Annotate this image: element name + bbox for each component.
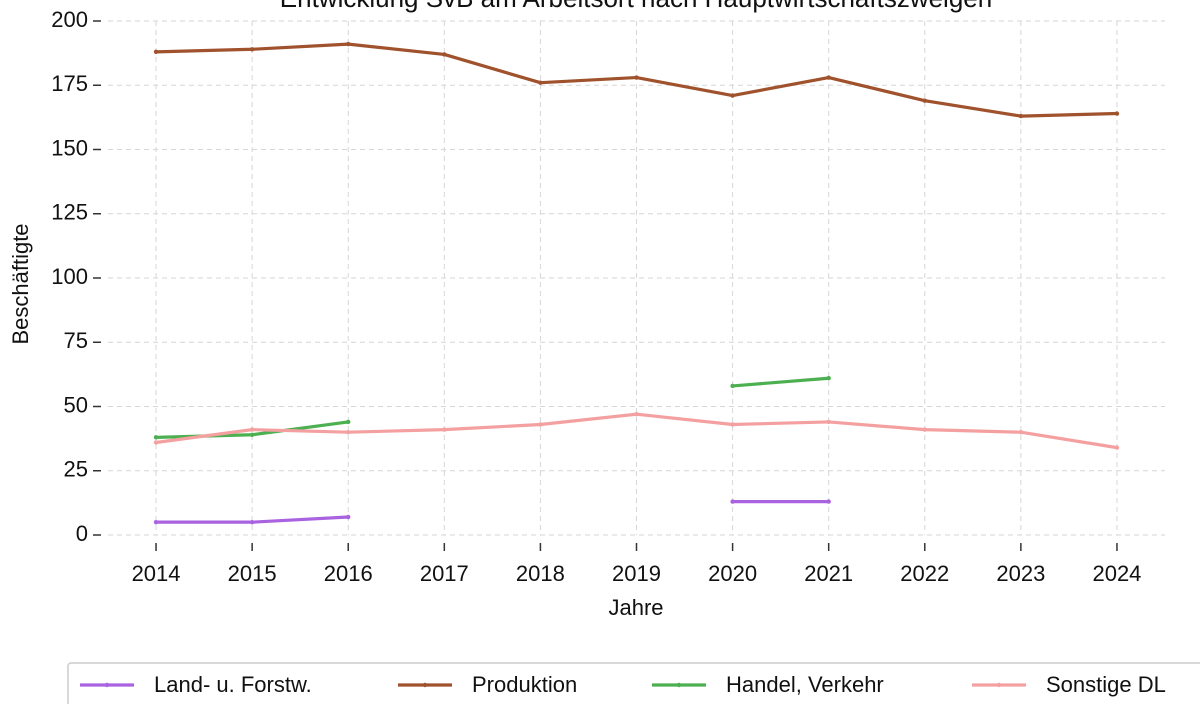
- x-tick-label: 2018: [516, 561, 565, 586]
- series-line: [156, 499, 829, 524]
- point: [442, 427, 447, 432]
- legend-swatch-dot: [104, 682, 110, 688]
- point: [634, 412, 639, 417]
- legend-label: Sonstige DL: [1046, 672, 1166, 697]
- point: [538, 422, 543, 427]
- x-tick-label: 2023: [996, 561, 1045, 586]
- point: [826, 75, 831, 80]
- y-tick-label: 125: [51, 200, 88, 225]
- point: [249, 47, 255, 52]
- point: [442, 52, 447, 57]
- legend-swatch-dot: [422, 682, 428, 688]
- point: [1018, 113, 1024, 119]
- legend-label: Handel, Verkehr: [726, 672, 884, 697]
- point: [153, 49, 159, 55]
- point: [1114, 445, 1120, 450]
- x-tick-label: 2017: [420, 561, 469, 586]
- point: [922, 98, 927, 103]
- y-tick-label: 75: [64, 328, 88, 353]
- chart-title: Entwicklung SvB am Arbeitsort nach Haupt…: [280, 0, 992, 13]
- point: [249, 432, 255, 437]
- point: [346, 419, 351, 425]
- point: [826, 419, 831, 425]
- legend-box: [67, 662, 1200, 704]
- x-axis-label: Jahre: [608, 595, 663, 620]
- point: [730, 422, 735, 427]
- point: [153, 435, 159, 440]
- point: [346, 514, 351, 520]
- x-tick-label: 2016: [324, 561, 373, 586]
- legend-label: Land- u. Forstw.: [154, 672, 312, 697]
- y-tick-label: 200: [51, 7, 88, 32]
- point: [1114, 111, 1120, 116]
- x-tick-label: 2022: [900, 561, 949, 586]
- x-tick-label: 2014: [132, 561, 181, 586]
- point: [346, 41, 351, 47]
- x-tick-label: 2015: [228, 561, 277, 586]
- point: [730, 383, 735, 389]
- point: [249, 519, 255, 525]
- legend-swatch-dot: [996, 682, 1002, 688]
- point: [1018, 430, 1024, 435]
- legend-label: Produktion: [472, 672, 577, 697]
- point: [249, 427, 255, 432]
- point: [922, 427, 927, 432]
- y-tick-label: 50: [64, 392, 88, 417]
- x-tick-label: 2021: [804, 561, 853, 586]
- point: [346, 430, 351, 435]
- y-tick-label: 25: [64, 457, 88, 482]
- point: [826, 499, 831, 504]
- y-tick-label: 150: [51, 135, 88, 160]
- point: [826, 376, 831, 381]
- point: [538, 80, 543, 85]
- point: [730, 499, 735, 504]
- x-tick-label: 2024: [1092, 561, 1141, 586]
- point: [730, 93, 735, 98]
- y-axis-label: Beschäftigte: [8, 223, 33, 344]
- legend-swatch-dot: [676, 682, 682, 688]
- point: [153, 519, 159, 525]
- x-tick-label: 2019: [612, 561, 661, 586]
- x-tick-label: 2020: [708, 561, 757, 586]
- y-tick-label: 0: [76, 521, 88, 546]
- point: [153, 440, 159, 445]
- y-tick-label: 175: [51, 71, 88, 96]
- point: [634, 75, 639, 80]
- y-tick-label: 100: [51, 264, 88, 289]
